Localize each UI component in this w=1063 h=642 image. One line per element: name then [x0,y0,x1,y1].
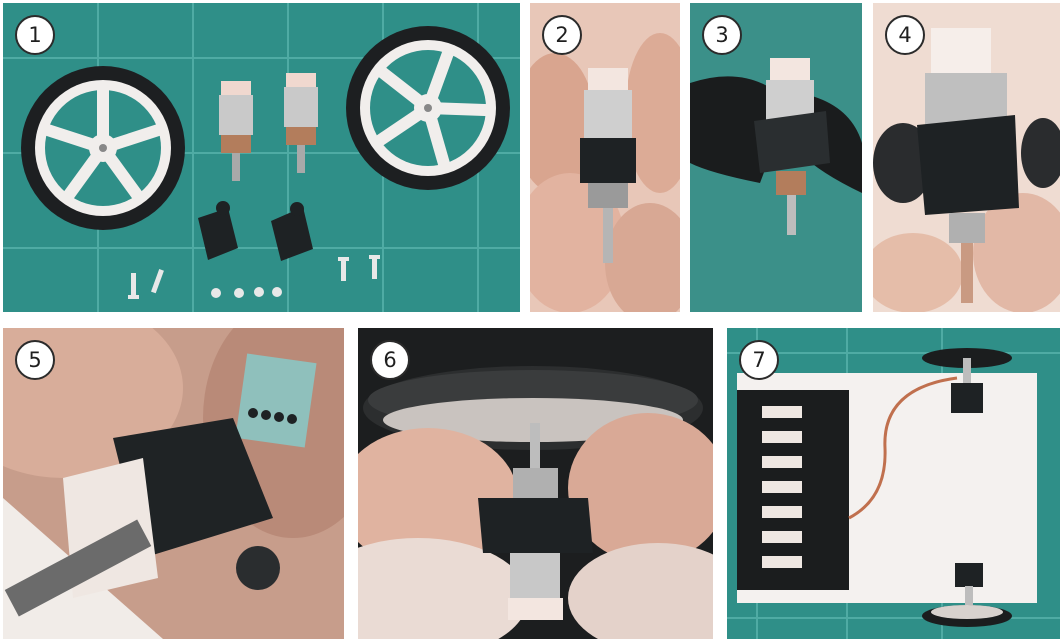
photo-panel-4: 4 [873,3,1060,312]
photo-panel-1: 1 [3,3,520,312]
wheel-left [21,66,185,230]
parts-layout-photo [3,3,520,312]
bracket-2 [271,207,313,261]
assembled-chassis-photo [727,328,1060,639]
wheel-right [346,26,510,190]
wheel-attached-photo [358,328,713,639]
motor-in-hands-photo [530,3,680,312]
photo-panel-6: 6 [358,328,713,639]
photo-panel-5: 5 [3,328,344,639]
photo-panel-7: 7 [727,328,1060,639]
step-badge-3: 3 [702,15,742,55]
motor-2 [284,73,318,173]
motor-1 [219,81,253,181]
step-badge-4: 4 [885,15,925,55]
step-badge-7: 7 [739,340,779,380]
step-badge-6: 6 [370,340,410,380]
bracket-1 [198,208,238,260]
photo-panel-2: 2 [530,3,680,312]
bracket-mounted-motor-photo [3,328,344,639]
step-badge-1: 1 [15,15,55,55]
photo-panel-3: 3 [690,3,862,312]
step-badge-5: 5 [15,340,55,380]
step-badge-2: 2 [542,15,582,55]
